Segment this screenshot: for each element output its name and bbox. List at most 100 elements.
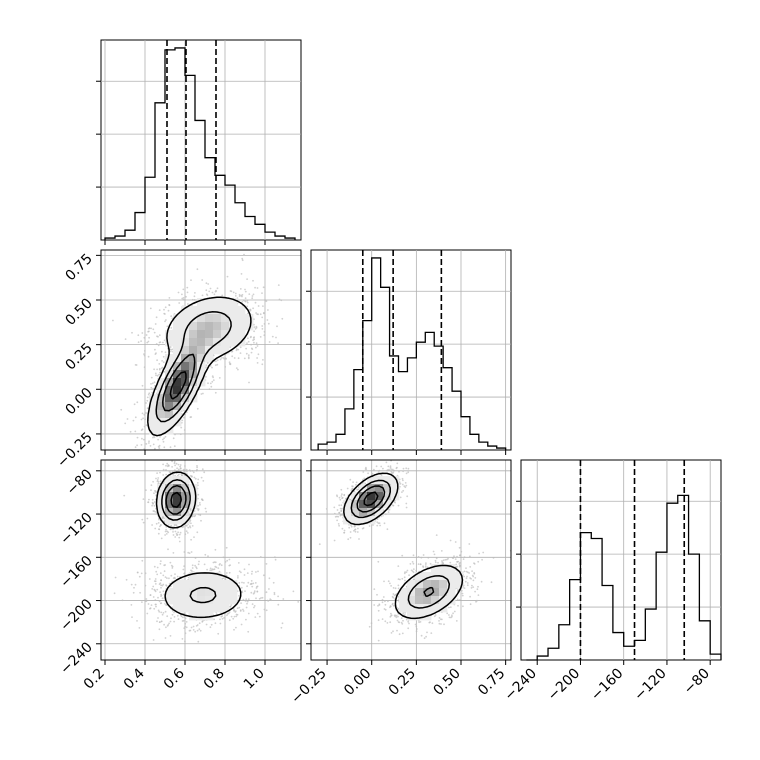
density-cell — [181, 362, 190, 371]
scatter-point — [381, 618, 384, 620]
scatter-point — [165, 533, 168, 535]
scatter-point — [155, 522, 158, 525]
density-cell — [165, 330, 174, 339]
scatter-point — [238, 570, 241, 573]
scatter-point — [155, 316, 158, 319]
scatter-point — [187, 303, 189, 305]
scatter-point — [195, 567, 198, 570]
scatter-point — [333, 512, 336, 515]
panel-content — [101, 460, 301, 660]
scatter-point — [178, 536, 181, 539]
scatter-point — [405, 571, 408, 573]
scatter-point — [382, 596, 385, 598]
scatter-point — [173, 616, 176, 618]
density-cell — [181, 476, 190, 485]
contour-line — [147, 296, 252, 437]
scatter-point — [159, 591, 162, 593]
scatter-point — [153, 381, 156, 384]
scatter-point — [433, 553, 436, 556]
scatter-point — [405, 506, 408, 509]
scatter-point — [262, 574, 265, 577]
scatter-point — [190, 522, 192, 525]
scatter-point — [224, 578, 227, 581]
scatter-point — [152, 639, 155, 641]
scatter-point — [220, 615, 223, 618]
scatter-point — [156, 374, 159, 377]
density-cell — [181, 402, 190, 411]
scatter-point — [143, 353, 145, 355]
scatter-point — [183, 429, 186, 431]
scatter-point — [465, 567, 467, 569]
scatter-point — [145, 402, 147, 404]
scatter-point — [141, 601, 143, 603]
scatter-point — [439, 618, 442, 621]
scatter-point — [167, 309, 170, 312]
scatter-point — [157, 480, 160, 483]
density-cell — [237, 322, 246, 331]
scatter-point — [256, 287, 259, 289]
scatter-point — [148, 336, 151, 339]
density-cell — [149, 394, 158, 403]
scatter-point — [193, 295, 196, 298]
panel-frame — [100, 249, 302, 451]
scatter-point — [251, 603, 254, 605]
scatter-point — [378, 603, 381, 606]
scatter-point — [148, 440, 150, 443]
scatter-point — [140, 418, 143, 421]
scatter-point — [165, 319, 167, 321]
density-cell — [165, 394, 174, 403]
scatter-point — [186, 291, 189, 294]
scatter-point — [205, 510, 208, 513]
scatter-point — [182, 468, 185, 471]
scatter-point — [142, 417, 145, 420]
density-cell — [189, 492, 198, 501]
scatter-point — [169, 635, 172, 637]
density-cell — [189, 338, 198, 347]
scatter-point — [235, 615, 238, 618]
scatter-point — [481, 558, 483, 561]
scatter-point — [113, 592, 116, 595]
scatter-point — [231, 350, 234, 353]
scatter-point — [205, 364, 208, 367]
scatter-point — [259, 556, 262, 558]
scatter-point — [156, 368, 159, 371]
scatter-point — [196, 466, 199, 469]
scatter-point — [173, 524, 176, 527]
scatter-point — [251, 348, 254, 350]
density-cell — [173, 386, 182, 395]
scatter-point — [211, 375, 214, 377]
scatter-point — [158, 334, 161, 337]
density-cell — [173, 330, 182, 339]
scatter-point — [216, 363, 219, 366]
scatter-point — [472, 579, 475, 582]
density-cell — [213, 322, 222, 331]
density-cell — [197, 314, 206, 323]
scatter-point — [193, 536, 195, 538]
scatter-point — [241, 591, 244, 594]
histogram-frame — [520, 459, 722, 661]
density-cell — [173, 338, 182, 347]
density-cell — [197, 338, 206, 347]
scatter-point — [253, 323, 255, 326]
scatter-point — [204, 507, 207, 510]
scatter-point — [255, 571, 257, 573]
contour-line — [155, 311, 232, 423]
scatter-point — [190, 475, 193, 478]
scatter-point — [384, 620, 387, 623]
density-cell — [205, 572, 214, 581]
scatter-point — [224, 561, 227, 563]
scatter-point — [191, 564, 194, 567]
scatter-point — [177, 463, 180, 466]
scatter-point — [281, 622, 284, 625]
scatter-point — [162, 590, 165, 593]
scatter-point — [157, 445, 160, 448]
scatter-point — [164, 610, 167, 613]
scatter-point — [246, 299, 249, 302]
density-cell — [205, 330, 214, 339]
scatter-point — [234, 295, 237, 297]
scatter-point — [152, 480, 155, 483]
scatter-point — [336, 509, 339, 511]
scatter-point — [281, 317, 284, 320]
scatter-point — [144, 418, 147, 421]
